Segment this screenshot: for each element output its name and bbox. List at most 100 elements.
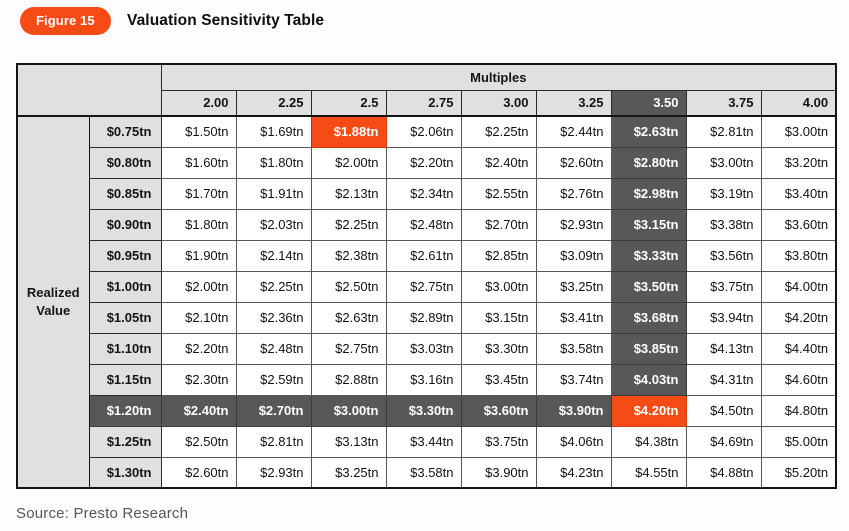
table-cell: $2.60tn xyxy=(535,146,612,179)
table-cell: $2.75tn xyxy=(385,270,462,303)
table-cell: $2.25tn xyxy=(235,270,312,303)
row-label-$1.30tn: $1.30tn xyxy=(88,456,162,489)
table-cell: $2.89tn xyxy=(385,301,462,334)
table-cell: $3.00tn xyxy=(685,146,762,179)
table-cell: $3.75tn xyxy=(460,425,537,458)
table-cell: $2.40tn xyxy=(460,146,537,179)
column-header-2.75: 2.75 xyxy=(385,89,462,117)
table-cell: $3.74tn xyxy=(535,363,612,396)
table-cell: $2.93tn xyxy=(235,456,312,489)
table-cell: $2.14tn xyxy=(235,239,312,272)
row-label-$1.20tn: $1.20tn xyxy=(88,394,162,427)
table-row: $1.25tn $2.50tn $2.81tn $3.13tn $3.44tn $3.75… xyxy=(17,425,837,458)
table-cell: $2.70tn xyxy=(235,394,312,427)
page-title: Valuation Sensitivity Table xyxy=(127,12,325,29)
row-label-$1.10tn: $1.10tn xyxy=(88,332,162,365)
table-cell: $5.20tn xyxy=(760,456,837,489)
table-row: $1.15tn $2.30tn $2.59tn $2.88tn $3.16tn $3.45… xyxy=(17,363,837,396)
column-header-2.5: 2.5 xyxy=(310,89,387,117)
column-header-3.25: 3.25 xyxy=(535,89,612,117)
row-label-$0.95tn: $0.95tn xyxy=(88,239,162,272)
table-cell: $2.75tn xyxy=(310,332,387,365)
table-cell: $3.44tn xyxy=(385,425,462,458)
table-cell: $1.50tn xyxy=(160,115,237,148)
table-cell: $3.03tn xyxy=(385,332,462,365)
table-cell: $3.85tn xyxy=(610,332,687,365)
table-cell: $2.59tn xyxy=(235,363,312,396)
table-cell: $2.44tn xyxy=(535,115,612,148)
table-cell: $2.48tn xyxy=(385,208,462,241)
table-cell: $4.00tn xyxy=(760,270,837,303)
table-cell: $3.90tn xyxy=(460,456,537,489)
table-cell: $2.20tn xyxy=(385,146,462,179)
sensitivity-table-wrapper: Multiples 2.00 2.25 2.5 2.75 3.00 3.25 3.50 3.7… xyxy=(16,63,838,489)
table-cell: $1.69tn xyxy=(235,115,312,148)
table-cell: $2.20tn xyxy=(160,332,237,365)
table-cell: $3.09tn xyxy=(535,239,612,272)
table-cell: $3.50tn xyxy=(610,270,687,303)
table-cell: $2.76tn xyxy=(535,177,612,210)
column-header-2.25: 2.25 xyxy=(235,89,312,117)
table-cell: $3.15tn xyxy=(610,208,687,241)
table-cell: $4.55tn xyxy=(610,456,687,489)
table-cell: $3.94tn xyxy=(685,301,762,334)
table-cell: $2.88tn xyxy=(310,363,387,396)
table-cell: $3.25tn xyxy=(310,456,387,489)
table-cell: $2.25tn xyxy=(310,208,387,241)
table-cell: $3.38tn xyxy=(685,208,762,241)
table-cell: $3.15tn xyxy=(460,301,537,334)
table-cell: $3.45tn xyxy=(460,363,537,396)
table-cell: $2.61tn xyxy=(385,239,462,272)
column-header-4.00: 4.00 xyxy=(760,89,837,117)
row-label-$0.75tn: $0.75tn xyxy=(88,115,162,148)
table-cell: $1.60tn xyxy=(160,146,237,179)
table-cell: $2.30tn xyxy=(160,363,237,396)
table-cell: $4.23tn xyxy=(535,456,612,489)
table-cell: $1.80tn xyxy=(160,208,237,241)
table-cell: $4.31tn xyxy=(685,363,762,396)
table-row: $0.85tn $1.70tn $1.91tn $2.13tn $2.34tn $2.55… xyxy=(17,177,837,210)
table-row: $1.10tn $2.20tn $2.48tn $2.75tn $3.03tn $3.30… xyxy=(17,332,837,365)
table-cell: $3.58tn xyxy=(385,456,462,489)
table-cell: $3.58tn xyxy=(535,332,612,365)
table-cell: $2.25tn xyxy=(460,115,537,148)
table-cell: $3.20tn xyxy=(760,146,837,179)
table-cell: $3.60tn xyxy=(760,208,837,241)
row-label-$0.80tn: $0.80tn xyxy=(88,146,162,179)
table-cell: $3.60tn xyxy=(460,394,537,427)
row-label-$1.05tn: $1.05tn xyxy=(88,301,162,334)
table-cell: $4.20tn xyxy=(760,301,837,334)
table-cell: $2.80tn xyxy=(610,146,687,179)
table-cell: $1.91tn xyxy=(235,177,312,210)
table-cell: $2.81tn xyxy=(685,115,762,148)
table-cell: $4.40tn xyxy=(760,332,837,365)
table-cell: $3.00tn xyxy=(460,270,537,303)
table-cell: $2.10tn xyxy=(160,301,237,334)
table-cell: $4.60tn xyxy=(760,363,837,396)
table-cell: $3.56tn xyxy=(685,239,762,272)
table-cell: $1.70tn xyxy=(160,177,237,210)
table-cell: $2.06tn xyxy=(385,115,462,148)
column-header-3.50: 3.50 xyxy=(610,89,687,117)
table-cell: $1.88tn xyxy=(310,115,387,148)
row-label-$0.90tn: $0.90tn xyxy=(88,208,162,241)
table-cell: $3.80tn xyxy=(760,239,837,272)
table-cell: $2.60tn xyxy=(160,456,237,489)
table-cell: $3.30tn xyxy=(385,394,462,427)
table-cell: $3.90tn xyxy=(535,394,612,427)
row-label-$0.85tn: $0.85tn xyxy=(88,177,162,210)
table-cell: $2.38tn xyxy=(310,239,387,272)
realized-value-group-header: Realized Value xyxy=(16,115,90,489)
table-cell: $2.63tn xyxy=(310,301,387,334)
table-cell: $3.19tn xyxy=(685,177,762,210)
table-row: $1.00tn $2.00tn $2.25tn $2.50tn $2.75tn $3.00… xyxy=(17,270,837,303)
table-cell: $3.41tn xyxy=(535,301,612,334)
table-cell: $2.98tn xyxy=(610,177,687,210)
table-cell: $2.70tn xyxy=(460,208,537,241)
table-cell: $4.50tn xyxy=(685,394,762,427)
figure-badge: Figure 15 xyxy=(20,7,111,35)
table-cell: $3.33tn xyxy=(610,239,687,272)
row-label-$1.25tn: $1.25tn xyxy=(88,425,162,458)
table-cell: $3.68tn xyxy=(610,301,687,334)
table-cell: $3.75tn xyxy=(685,270,762,303)
